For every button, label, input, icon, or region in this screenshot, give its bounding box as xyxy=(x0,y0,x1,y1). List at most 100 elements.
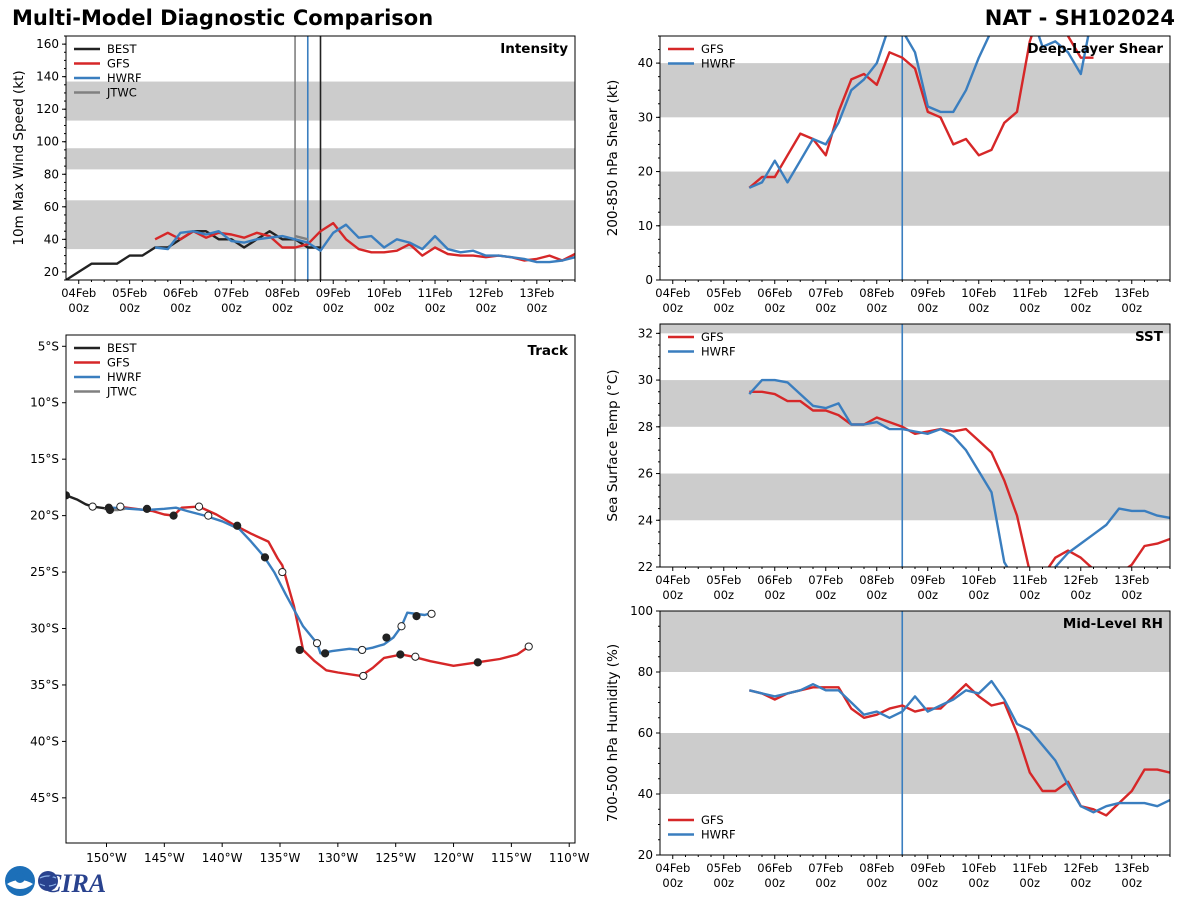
shear-xtick-hour: 00z xyxy=(1121,301,1142,315)
intensity-chart: 2040608010012014016004Feb00z05Feb00z06Fe… xyxy=(11,35,576,315)
track-xtick-label: 130°W xyxy=(317,851,358,865)
intensity-xtick-hour: 00z xyxy=(476,301,497,315)
intensity-ytick-label: 80 xyxy=(44,167,59,181)
sst-series-hwrf xyxy=(748,378,1170,567)
intensity-xtick-hour: 00z xyxy=(68,301,89,315)
shear-xtick-hour: 00z xyxy=(866,301,887,315)
shear-xtick-day: 11Feb xyxy=(1012,286,1047,300)
sst-ytick-label: 26 xyxy=(638,467,653,481)
sst-plot-area xyxy=(660,324,1170,567)
sst-ytick-label: 28 xyxy=(638,420,653,434)
intensity-xtick-hour: 00z xyxy=(272,301,293,315)
sst-xtick-day: 13Feb xyxy=(1114,573,1149,587)
sst-ytick-label: 32 xyxy=(638,326,653,340)
track-ytick-label: 20°S xyxy=(30,509,59,523)
track-point-gfs xyxy=(524,642,533,651)
rh-xtick-hour: 00z xyxy=(968,876,989,890)
shear-xtick-day: 04Feb xyxy=(655,286,690,300)
track-point-hwrf xyxy=(116,502,125,511)
sst-ytick-label: 30 xyxy=(638,373,653,387)
rh-xtick-hour: 00z xyxy=(1121,876,1142,890)
sst-ytick-label: 24 xyxy=(638,513,653,527)
shear-xtick-hour: 00z xyxy=(764,301,785,315)
shear-series-gfs xyxy=(748,36,1094,189)
track-legend-label-gfs: GFS xyxy=(107,356,130,370)
intensity-ylabel: 10m Max Wind Speed (kt) xyxy=(11,70,27,245)
intensity-xtick-day: 05Feb xyxy=(112,286,147,300)
shear-ylabel: 200-850 hPa Shear (kt) xyxy=(605,80,621,237)
intensity-ytick-label: 140 xyxy=(36,70,59,84)
intensity-xtick-day: 13Feb xyxy=(519,286,554,300)
cira-logo: CIRA xyxy=(4,864,116,898)
track-point-hwrf xyxy=(427,609,436,618)
sst-legend-label-hwrf: HWRF xyxy=(701,345,736,359)
shear-band-0 xyxy=(660,171,1170,226)
rh-band-0 xyxy=(660,733,1170,794)
rh-title: Mid-Level RH xyxy=(1063,616,1163,632)
shear-xtick-day: 06Feb xyxy=(757,286,792,300)
rh-band-1 xyxy=(660,611,1170,672)
track-ytick-label: 45°S xyxy=(30,791,59,805)
track-legend-label-best: BEST xyxy=(107,341,137,355)
sst-xtick-hour: 00z xyxy=(917,588,938,602)
track-plot-area xyxy=(66,491,533,681)
track-point-hwrf xyxy=(312,639,322,648)
rh-xtick-day: 11Feb xyxy=(1012,861,1047,875)
intensity-xtick-day: 11Feb xyxy=(418,286,453,300)
track-point-hwrf xyxy=(142,504,152,513)
intensity-xtick-hour: 00z xyxy=(323,301,344,315)
intensity-plot-area xyxy=(66,36,575,280)
intensity-xtick-day: 04Feb xyxy=(61,286,96,300)
shear-xtick-day: 12Feb xyxy=(1063,286,1098,300)
shear-xtick-hour: 00z xyxy=(968,301,989,315)
rh-xtick-day: 05Feb xyxy=(706,861,741,875)
rh-xtick-day: 13Feb xyxy=(1114,861,1149,875)
intensity-xtick-day: 10Feb xyxy=(367,286,402,300)
sst-xtick-day: 05Feb xyxy=(706,573,741,587)
track-xtick-label: 110°W xyxy=(549,851,590,865)
intensity-xtick-hour: 00z xyxy=(119,301,140,315)
rh-ytick-label: 80 xyxy=(638,665,653,679)
sst-xtick-day: 10Feb xyxy=(961,573,996,587)
shear-ytick-label: 40 xyxy=(638,56,653,70)
track-point-hwrf xyxy=(204,511,213,520)
shear-xtick-hour: 00z xyxy=(1019,301,1040,315)
sst-band-0 xyxy=(660,473,1170,521)
track-point-gfs xyxy=(359,671,368,681)
sst-xtick-hour: 00z xyxy=(713,588,734,602)
track-point-hwrf xyxy=(260,553,270,562)
rh-plot-area xyxy=(660,611,1170,855)
rh-xtick-hour: 00z xyxy=(662,876,683,890)
sst-chart: 22242628303204Feb00z05Feb00z06Feb00z07Fe… xyxy=(605,323,1171,602)
rh-series-hwrf xyxy=(749,679,1170,814)
track-point-hwrf xyxy=(194,502,204,511)
intensity-ytick-label: 20 xyxy=(44,265,59,279)
sst-xtick-hour: 00z xyxy=(866,588,887,602)
sst-xtick-hour: 00z xyxy=(764,588,785,602)
track-legend-label-hwrf: HWRF xyxy=(107,370,142,384)
shear-series-hwrf xyxy=(748,36,1090,189)
rh-ytick-label: 100 xyxy=(630,604,653,618)
track-ytick-label: 5°S xyxy=(38,339,59,353)
intensity-ytick-label: 40 xyxy=(44,232,59,246)
rh-xtick-hour: 00z xyxy=(815,876,836,890)
shear-legend-label-hwrf: HWRF xyxy=(701,57,736,71)
track-chart: 5°S 10°S 15°S 20°S 25°S 30°S 35°S 40°S 45°S 150°W… xyxy=(30,334,590,865)
rh-xtick-hour: 00z xyxy=(917,876,938,890)
intensity-ytick-label: 120 xyxy=(36,102,59,116)
shear-title: Deep-Layer Shear xyxy=(1027,41,1163,57)
sst-xtick-hour: 00z xyxy=(1121,588,1142,602)
track-point-jtwc xyxy=(105,505,115,515)
track-xtick-label: 125°W xyxy=(375,851,416,865)
track-ytick-label: 10°S xyxy=(30,396,59,410)
track-ytick-label: 15°S xyxy=(30,452,59,466)
rh-xtick-day: 09Feb xyxy=(910,861,945,875)
track-point-hwrf xyxy=(397,622,406,631)
rh-xtick-day: 06Feb xyxy=(757,861,792,875)
rh-xtick-hour: 00z xyxy=(866,876,887,890)
sst-xtick-day: 07Feb xyxy=(808,573,843,587)
sst-legend-label-gfs: GFS xyxy=(701,330,724,344)
track-point-gfs xyxy=(169,511,178,520)
rh-xtick-hour: 00z xyxy=(1019,876,1040,890)
sst-title: SST xyxy=(1135,329,1164,345)
